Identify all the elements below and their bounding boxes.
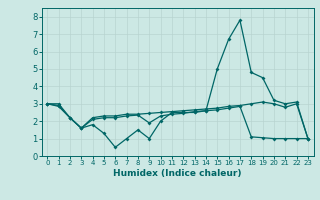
X-axis label: Humidex (Indice chaleur): Humidex (Indice chaleur) xyxy=(113,169,242,178)
